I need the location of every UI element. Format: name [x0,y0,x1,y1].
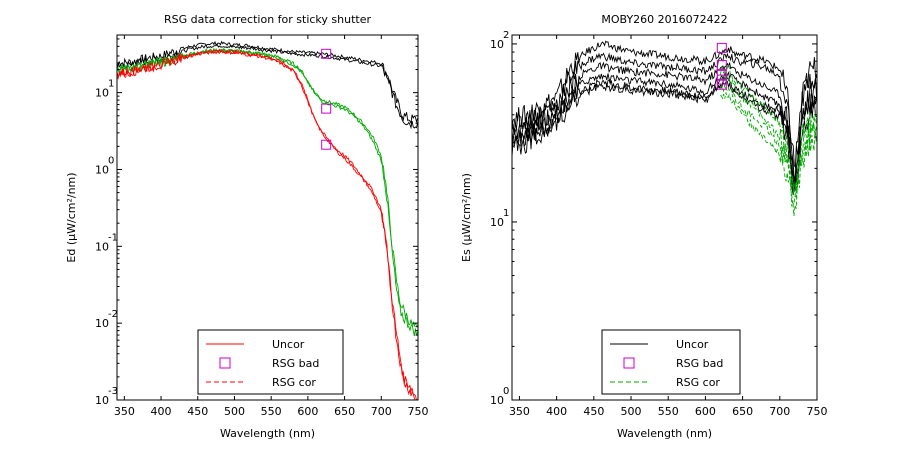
x-tick-label: 500 [224,405,245,418]
legend-entry-label: RSG cor [272,376,316,389]
series-line-3 [512,61,817,187]
y-tick-label-base: 10 [95,317,109,330]
legend-entry-label: RSG bad [676,357,723,370]
y-tick-label-exponent: 2 [503,30,509,41]
y-tick-label-exponent: 0 [503,386,509,397]
series-line-4 [512,71,817,193]
x-tick-label: 700 [371,405,392,418]
series-line-1 [117,40,418,125]
y-tick-label-base: 10 [95,87,109,100]
x-tick-label: 400 [546,405,567,418]
x-axis-label: Wavelength (nm) [220,427,315,440]
legend-entry-label: RSG bad [272,357,319,370]
chart-title: MOBY260 2016072422 [601,13,727,26]
series-line-3 [117,47,418,328]
y-axis-label: Es (µW/cm²/nm) [460,173,473,262]
series-line-5 [512,76,817,189]
x-tick-label: 650 [334,405,355,418]
y-tick-label-base: 10 [95,163,109,176]
y-tick-label-exponent: 0 [108,155,114,166]
y-tick-label-exponent: -1 [108,232,118,243]
x-tick-label: 650 [732,405,753,418]
legend-entry-label: Uncor [676,338,709,351]
series-line-5 [117,48,418,400]
y-tick-label-exponent: 1 [108,79,114,90]
legend: Uncor RSG bad RSG cor [197,329,344,395]
series-line-7 [719,62,817,194]
rsg-bad-marker [321,103,332,114]
y-tick-label-exponent: 1 [503,208,509,219]
rsg-bad-marker [716,60,727,71]
rsg-bad-marker [716,42,727,53]
rsg-bad-marker [716,79,727,90]
series-line-6 [117,50,416,400]
legend-marker-swatch [219,357,231,369]
chart-panel-2: 350 400 450 500 550 600 650 700 750100101102MOBY… [460,13,828,440]
rsg-bad-marker [716,74,727,85]
y-tick-label-base: 10 [490,216,504,229]
legend-box [601,329,741,395]
series-line-2 [117,43,418,130]
axes-frame [511,34,818,401]
y-tick-label-base: 10 [490,38,504,51]
x-tick-label: 600 [297,405,318,418]
x-tick-label: 750 [408,405,429,418]
series-line-6 [512,81,817,196]
chart-panel-1: 350 400 450 500 550 600 650 700 75010-310-210-11… [65,13,429,440]
y-tick-label-exponent: -2 [108,309,118,320]
y-tick-label-base: 10 [95,394,109,407]
series-group [512,40,817,217]
x-tick-label: 450 [187,405,208,418]
x-tick-label: 450 [583,405,604,418]
rsg-bad-marker [321,48,332,59]
x-tick-label: 400 [151,405,172,418]
x-axis-label: Wavelength (nm) [617,427,712,440]
y-tick-label-base: 10 [95,240,109,253]
axes-frame [116,34,419,401]
y-tick-label-exponent: -3 [108,386,118,397]
legend: Uncor RSG bad RSG cor [601,329,741,395]
legend-box [197,329,344,395]
y-axis-label: Ed (µW/cm²/nm) [65,172,78,262]
rsg-bad-marker [321,139,332,150]
x-tick-label: 600 [695,405,716,418]
legend-entry-label: Uncor [272,338,305,351]
x-tick-label: 550 [261,405,282,418]
x-tick-label: 550 [658,405,679,418]
x-tick-label: 500 [621,405,642,418]
chart-title: RSG data correction for sticky shutter [164,13,372,26]
series-group [117,40,418,400]
legend-marker-swatch [623,357,635,369]
series-line-10 [720,92,817,217]
x-tick-label: 750 [807,405,828,418]
x-tick-label: 700 [769,405,790,418]
y-tick-label-base: 10 [490,394,504,407]
legend-entry-label: RSG cor [676,376,720,389]
x-tick-label: 350 [114,405,135,418]
x-tick-label: 350 [509,405,530,418]
